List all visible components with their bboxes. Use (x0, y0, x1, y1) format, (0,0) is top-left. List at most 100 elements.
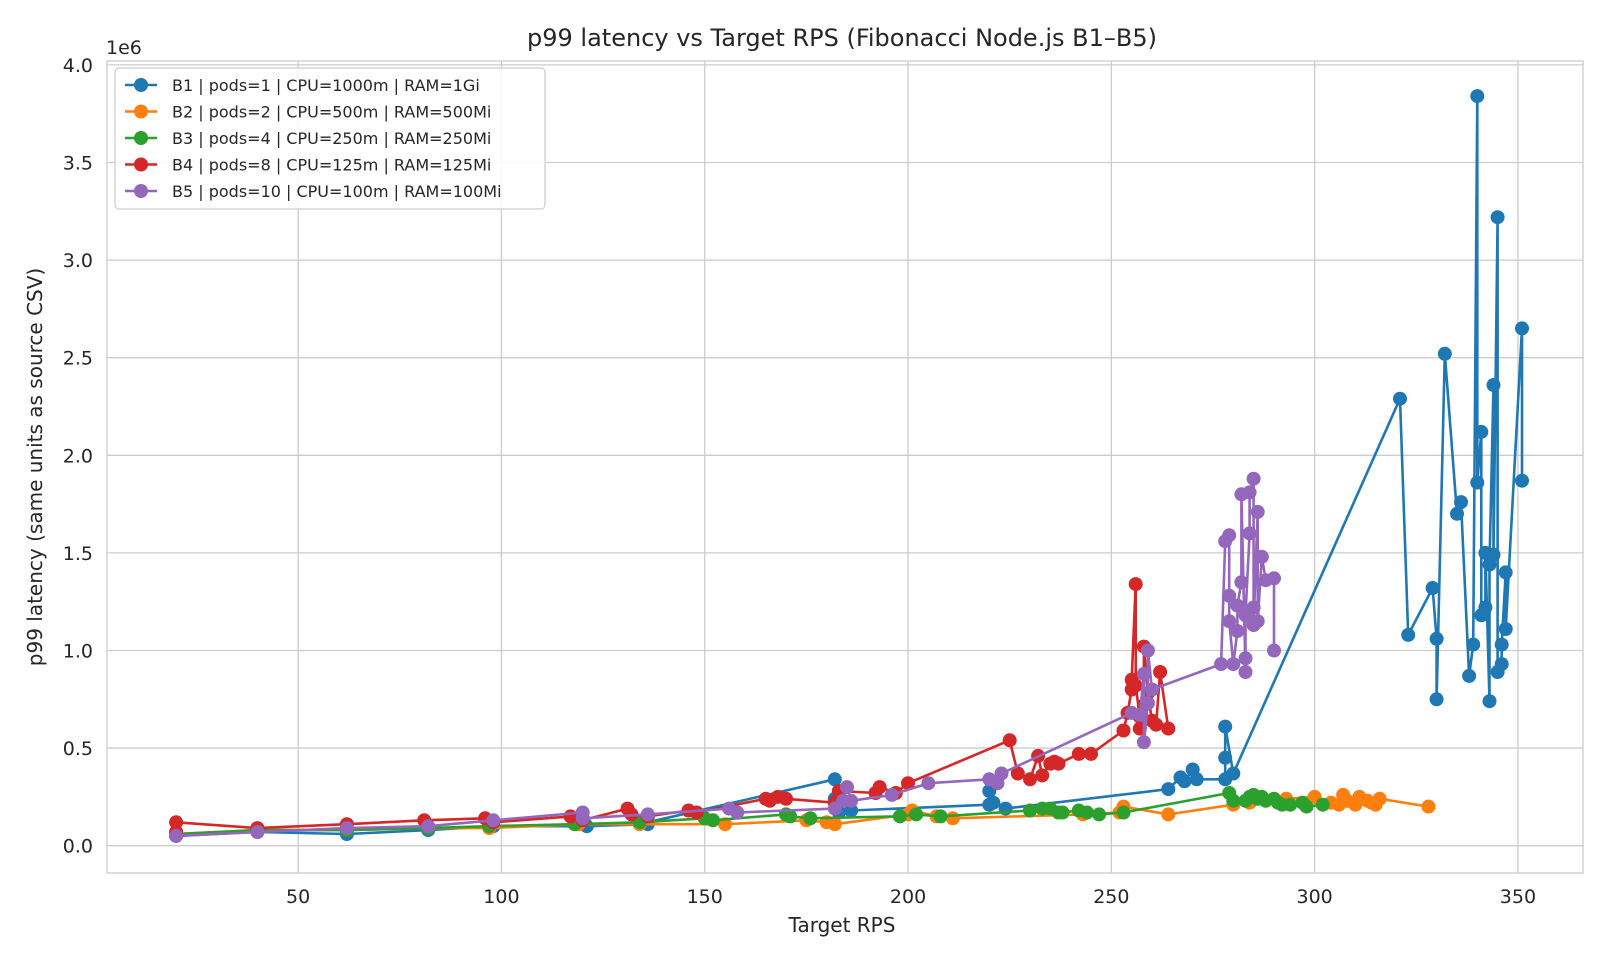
data-point (803, 811, 818, 826)
data-point (1226, 793, 1241, 808)
y-tick-label: 3.0 (63, 250, 93, 272)
data-point (1051, 756, 1066, 771)
data-point (1315, 797, 1330, 812)
data-point (640, 807, 655, 822)
data-point (1470, 89, 1485, 104)
data-point (1498, 622, 1513, 636)
data-point (1429, 631, 1444, 646)
data-point (1010, 766, 1025, 781)
legend-label: B4 | pods=8 | CPU=125m | RAM=125Mi (172, 156, 491, 175)
data-point (1177, 774, 1192, 789)
data-point (1462, 668, 1477, 683)
data-point (994, 766, 1009, 781)
data-point (1515, 321, 1529, 336)
data-point (1494, 637, 1509, 652)
data-point (1035, 768, 1050, 783)
data-point (1136, 666, 1151, 681)
data-point (1230, 624, 1245, 638)
data-point (575, 811, 590, 826)
data-point (840, 780, 854, 795)
legend-box (114, 67, 546, 210)
y-axis-ticks: 0.0 0.5 1.0 1.5 2.0 2.5 3.0 3.5 4.0 (63, 55, 93, 858)
data-point (1490, 210, 1505, 225)
data-point (1222, 614, 1237, 629)
series-layer (169, 89, 1529, 843)
legend-label: B3 | pods=4 | CPU=250m | RAM=250Mi (172, 129, 491, 148)
data-point (921, 776, 936, 791)
data-point (1079, 805, 1094, 820)
data-point (1242, 485, 1257, 500)
data-point (1234, 575, 1249, 590)
x-tick-label: 50 (286, 886, 310, 908)
data-point (1429, 692, 1444, 707)
data-point (1474, 424, 1489, 439)
data-point (1482, 694, 1497, 709)
legend-item: B2 | pods=2 | CPU=500m | RAM=500Mi (125, 103, 491, 122)
data-point (1267, 571, 1281, 586)
data-point (1242, 526, 1257, 541)
data-point (1116, 723, 1131, 738)
legend-item: B5 | pods=10 | CPU=100m | RAM=100Mi (125, 182, 502, 201)
data-point (1226, 657, 1241, 672)
data-point (486, 813, 501, 828)
data-point (1401, 627, 1416, 642)
data-point (1238, 651, 1253, 666)
data-point (1250, 504, 1265, 519)
data-point (1161, 807, 1176, 822)
legend-item: B3 | pods=4 | CPU=250m | RAM=250Mi (125, 129, 491, 148)
data-point (1140, 696, 1155, 711)
data-point (1238, 665, 1253, 679)
data-point (689, 805, 704, 820)
data-point (1189, 772, 1204, 787)
data-point (1425, 581, 1440, 595)
data-point (1023, 803, 1037, 818)
data-point (779, 791, 793, 806)
x-tick-label: 150 (687, 886, 723, 908)
data-point (1372, 791, 1387, 806)
y-tick-label: 0.0 (63, 836, 93, 858)
data-point (1515, 473, 1529, 488)
data-point (1246, 600, 1261, 615)
data-point (705, 813, 720, 828)
data-point (1092, 807, 1107, 822)
y-tick-label: 2.5 (63, 348, 93, 370)
x-tick-label: 350 (1500, 886, 1536, 908)
data-point (1486, 547, 1501, 562)
y-tick-label: 1.0 (63, 640, 93, 662)
data-point (1084, 746, 1098, 761)
data-point (872, 780, 887, 795)
data-point (945, 811, 960, 826)
legend-swatch-marker (134, 131, 148, 145)
legend-swatch-marker (134, 78, 148, 92)
chart-title: p99 latency vs Target RPS (Fibonacci Nod… (527, 24, 1157, 52)
data-point (1250, 614, 1265, 629)
x-tick-label: 300 (1297, 886, 1333, 908)
data-point (1128, 678, 1143, 693)
y-axis-label: p99 latency (same units as source CSV) (23, 268, 47, 666)
data-point (1023, 772, 1037, 787)
data-point (1466, 637, 1481, 652)
legend-swatch-marker (134, 104, 148, 119)
data-point (1002, 733, 1017, 748)
data-point (1267, 643, 1281, 658)
x-tick-label: 250 (1093, 886, 1129, 908)
data-point (1454, 495, 1468, 510)
y-tick-label: 0.5 (63, 738, 93, 760)
data-point (1140, 643, 1155, 658)
data-point (884, 787, 899, 802)
legend-item: B1 | pods=1 | CPU=1000m | RAM=1Gi (125, 76, 480, 95)
data-point (1071, 746, 1086, 761)
data-point (1149, 717, 1164, 732)
data-point (1393, 391, 1407, 406)
data-point (1226, 766, 1241, 781)
series-b5 (169, 471, 1281, 843)
data-point (1055, 805, 1070, 820)
legend-swatch-marker (134, 184, 148, 198)
data-point (892, 809, 907, 824)
plot-frame (106, 60, 1584, 874)
legend-label: B2 | pods=2 | CPU=500m | RAM=500Mi (172, 103, 491, 122)
y-tick-label: 4.0 (63, 55, 93, 77)
data-point (339, 821, 354, 836)
y-tick-label: 1.5 (63, 543, 93, 565)
